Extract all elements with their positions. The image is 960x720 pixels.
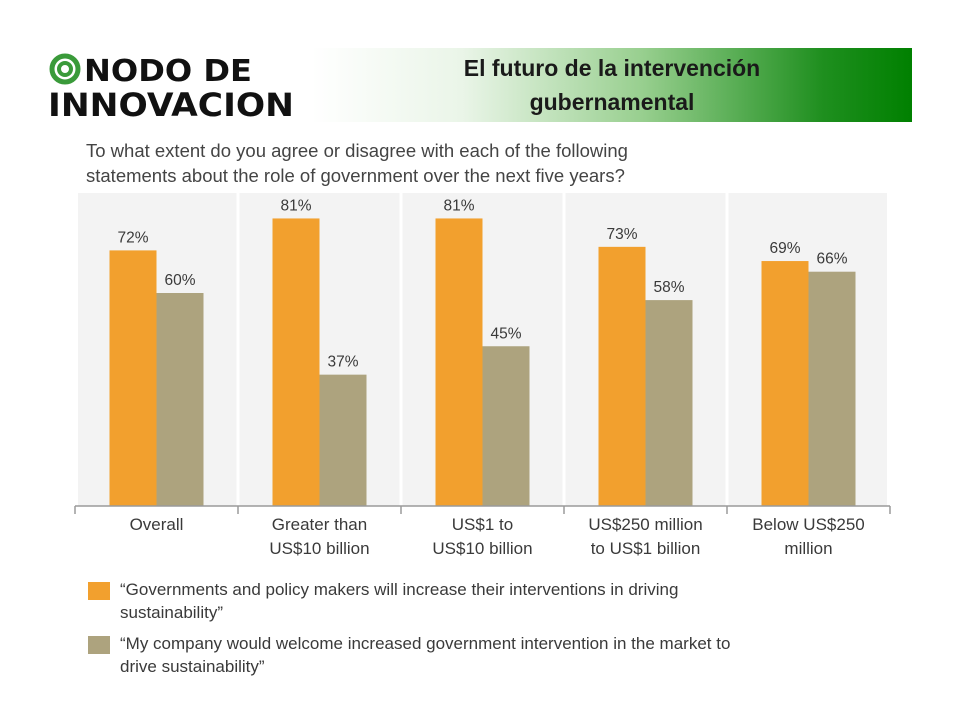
bar-series-2: [156, 293, 204, 506]
bar-series-2: [808, 271, 856, 506]
bar-series-2: [319, 374, 367, 506]
category-label: US$1 to US$10 billion: [432, 515, 532, 558]
logo-line2: INNOVACION: [48, 86, 294, 122]
legend-label: “My company would welcome increased gove…: [120, 634, 731, 676]
bar-series-1: [272, 218, 320, 506]
logo-line1: NODO DE: [84, 54, 252, 89]
data-label: 72%: [117, 229, 148, 246]
legend-swatch: [88, 636, 110, 654]
data-label: 81%: [443, 197, 474, 214]
legend-label: “Governments and policy makers will incr…: [120, 580, 679, 622]
title-banner: El futuro de la intervención gubernament…: [312, 48, 912, 122]
bar-series-2: [645, 300, 693, 506]
data-label: 81%: [280, 197, 311, 214]
bar-series-1: [598, 246, 646, 506]
data-label: 45%: [490, 325, 521, 342]
data-label: 73%: [606, 226, 637, 243]
data-label: 37%: [327, 354, 358, 371]
bar-series-1: [109, 250, 157, 506]
survey-question: To what extent do you agree or disagree …: [86, 140, 628, 186]
category-label: US$250 million to US$1 billion: [588, 515, 702, 558]
category-label: Overall: [130, 515, 184, 534]
bar-series-1: [761, 261, 809, 506]
bar-series-2: [482, 346, 530, 506]
data-label: 66%: [816, 251, 847, 268]
category-label: Greater than US$10 billion: [269, 515, 369, 558]
spiral-icon: [49, 53, 81, 85]
logo: NODO DE INNOVACION: [48, 52, 298, 124]
page-title: El futuro de la intervención gubernament…: [463, 55, 761, 115]
category-label: Below US$250 million: [752, 515, 864, 558]
bar-series-1: [435, 218, 483, 506]
legend-swatch: [88, 582, 110, 600]
data-label: 60%: [164, 272, 195, 289]
data-label: 58%: [653, 279, 684, 296]
data-label: 69%: [769, 240, 800, 257]
